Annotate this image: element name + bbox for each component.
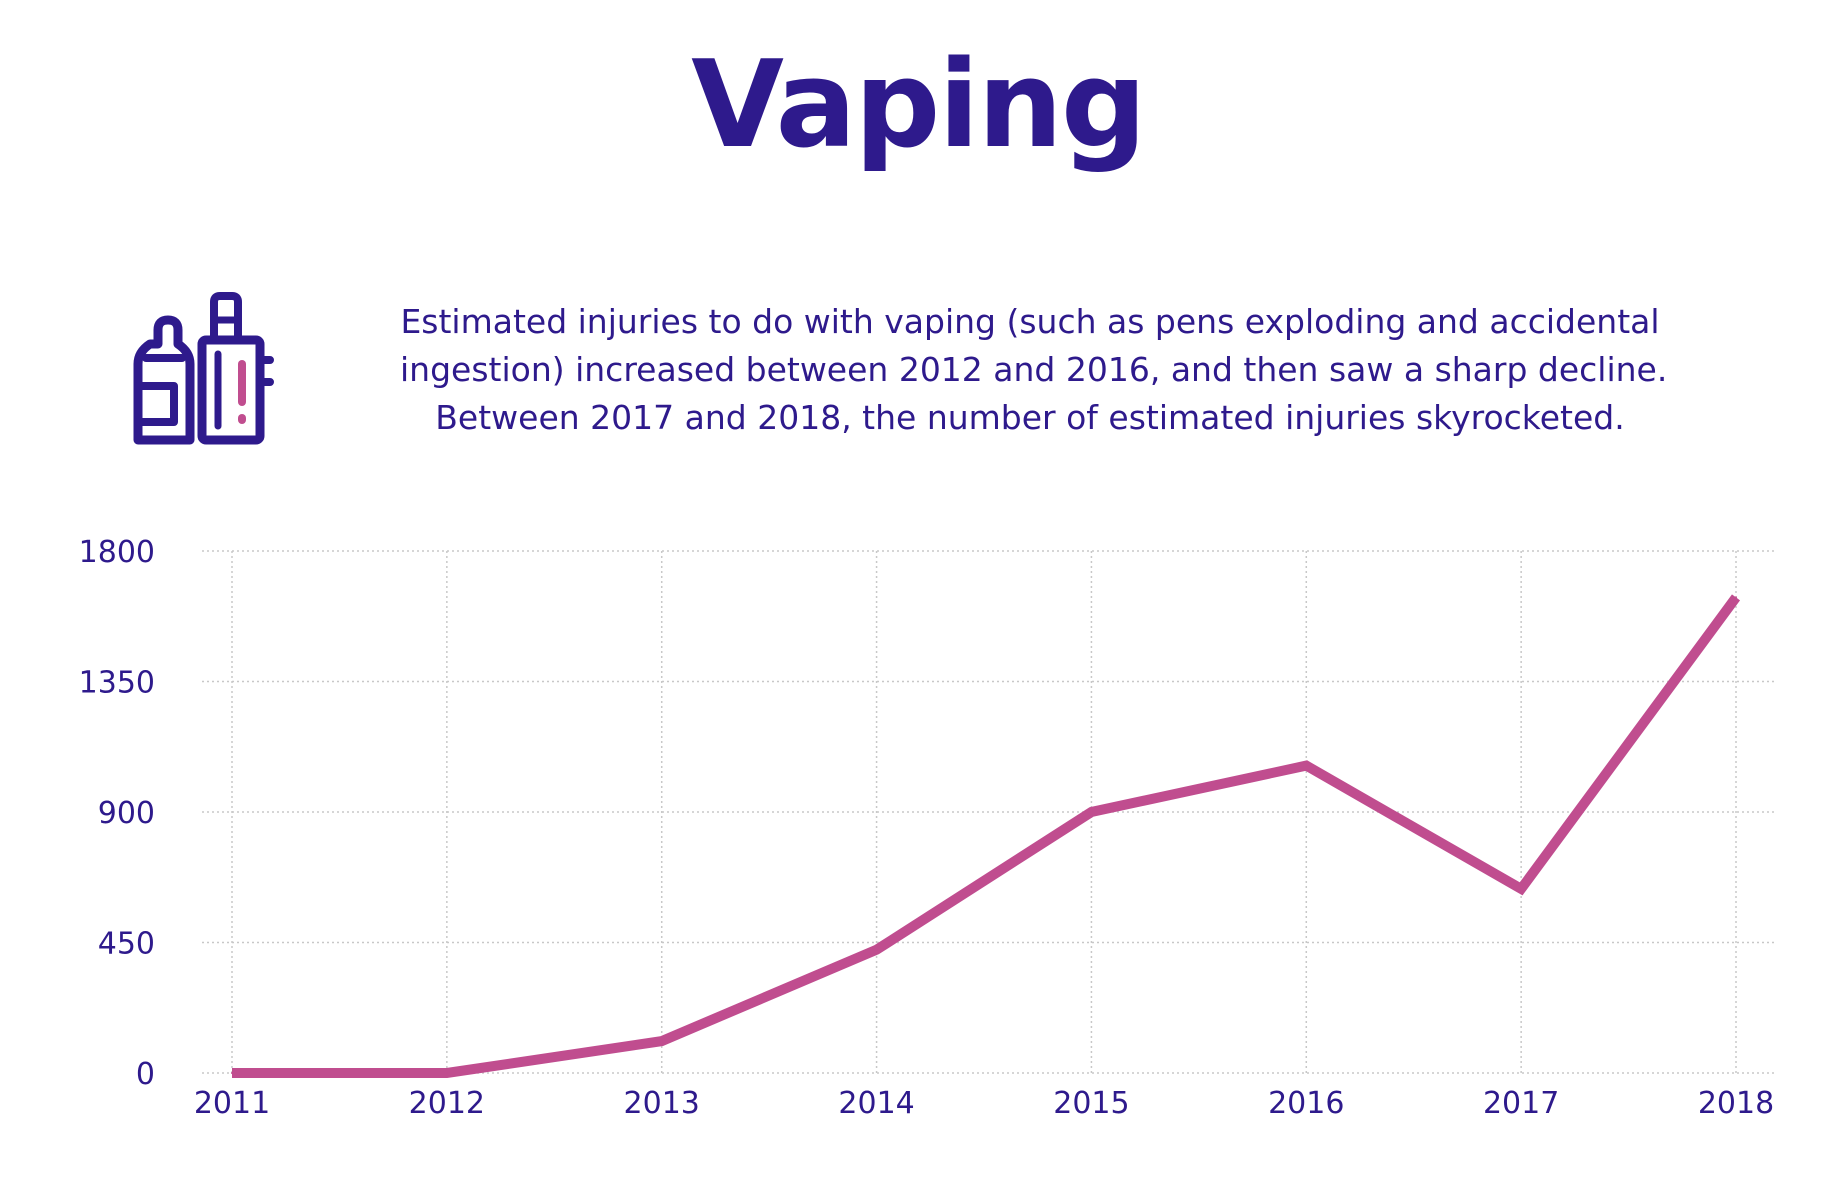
x-tick-label: 2016	[1268, 1086, 1344, 1121]
x-axis-ticks: 2011 2012 2013 2014 2015 2016 2017 2018	[194, 1086, 1774, 1121]
data-point	[231, 1072, 233, 1074]
vape-bottle-icon-graphic	[133, 292, 274, 445]
y-tick-label: 900	[98, 796, 155, 831]
series-line	[232, 594, 1741, 1078]
y-tick-label: 450	[98, 927, 155, 962]
data-point	[445, 1072, 448, 1074]
description: Estimated injuries to do with vaping (su…	[400, 298, 1668, 442]
y-tick-label: 0	[136, 1057, 155, 1092]
x-tick-label: 2013	[624, 1086, 700, 1121]
x-tick-label: 2017	[1483, 1086, 1559, 1121]
mod-tip	[210, 292, 242, 344]
mod-buttons	[256, 356, 274, 386]
data-point	[875, 948, 878, 951]
vape-bottle-icon	[128, 290, 288, 450]
data-point	[1735, 596, 1737, 599]
x-tick-label: 2015	[1053, 1086, 1129, 1121]
bottle-outline	[133, 315, 195, 445]
chart-series	[231, 594, 1741, 1078]
y-tick-label: 1350	[79, 666, 155, 701]
y-axis-ticks: 0 450 900 1350 1800	[79, 535, 155, 1092]
data-point	[660, 1040, 663, 1043]
x-tick-label: 2014	[838, 1086, 914, 1121]
y-tick-label: 1800	[79, 535, 155, 570]
data-point	[1090, 811, 1093, 813]
description-line-2: ingestion) increased between 2012 and 20…	[400, 350, 1668, 389]
mod-body	[197, 335, 265, 445]
description-line-1: Estimated injuries to do with vaping (su…	[400, 302, 1660, 341]
x-tick-label: 2011	[194, 1086, 270, 1121]
data-point	[1305, 764, 1308, 767]
data-point	[1520, 887, 1523, 890]
x-tick-label: 2012	[409, 1086, 485, 1121]
description-line-3: Between 2017 and 2018, the number of est…	[435, 398, 1625, 437]
bottle-label	[134, 382, 178, 426]
chart-grid	[202, 550, 1775, 1074]
page-title: Vaping	[691, 36, 1147, 175]
x-tick-label: 2018	[1698, 1086, 1774, 1121]
